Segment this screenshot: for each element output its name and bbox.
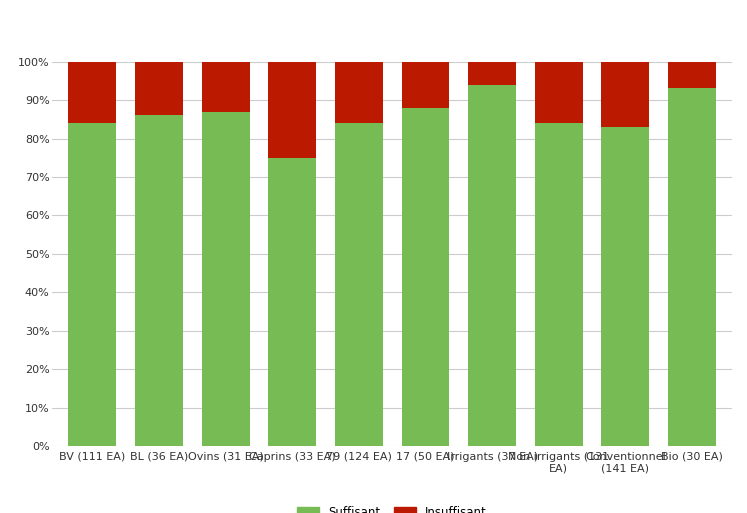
Bar (468, 85, 516, 446)
Bar (401, 62, 450, 108)
Bar (601, 127, 649, 446)
Bar (535, 62, 583, 123)
Bar (202, 62, 249, 112)
Bar (135, 62, 183, 115)
Bar (668, 62, 716, 89)
Bar (135, 115, 183, 446)
Bar (601, 62, 649, 127)
Bar (401, 108, 450, 446)
Bar (202, 112, 249, 446)
Text: < Estimation de l’état des stocks lors de l’enquête: < Estimation de l’état des stocks lors d… (9, 17, 506, 36)
Bar (668, 89, 716, 446)
Bar (535, 123, 583, 446)
Bar (68, 123, 117, 446)
Bar (68, 62, 117, 123)
Bar (268, 62, 316, 158)
Legend: Suffisant, Insuffisant: Suffisant, Insuffisant (297, 506, 487, 513)
Bar (468, 62, 516, 85)
Bar (335, 123, 383, 446)
Bar (268, 158, 316, 446)
Bar (335, 62, 383, 123)
